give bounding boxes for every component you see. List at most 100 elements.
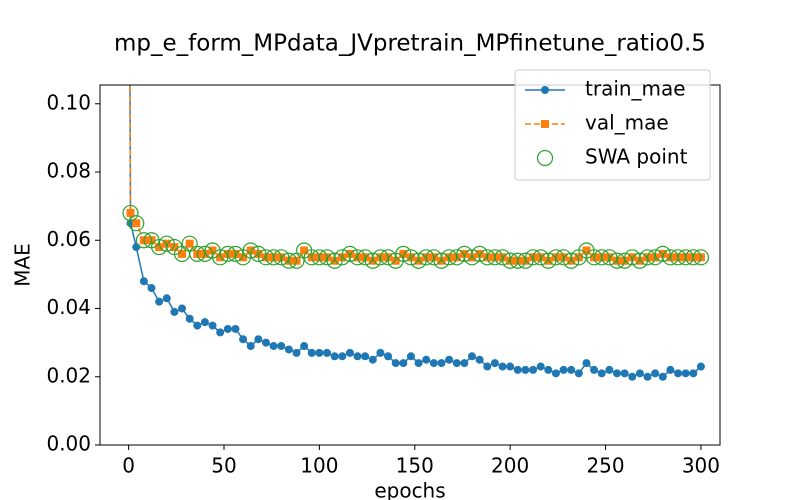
data-point bbox=[685, 249, 702, 266]
data-point bbox=[441, 249, 458, 266]
data-point bbox=[692, 249, 710, 266]
data-point bbox=[681, 369, 690, 378]
y-tick-label: 0.10 bbox=[46, 90, 91, 114]
data-point bbox=[178, 304, 187, 313]
data-point bbox=[185, 239, 194, 248]
data-point bbox=[635, 256, 644, 265]
legend-label: val_mae bbox=[585, 111, 669, 135]
data-point bbox=[524, 249, 542, 266]
y-tick-label: 0.00 bbox=[46, 432, 91, 456]
data-point bbox=[506, 362, 515, 371]
data-point bbox=[494, 249, 511, 266]
x-tick-label: 150 bbox=[396, 454, 434, 478]
y-tick-label: 0.06 bbox=[46, 227, 91, 251]
data-point bbox=[227, 245, 244, 263]
data-point bbox=[460, 359, 469, 368]
data-point bbox=[223, 324, 232, 333]
data-point bbox=[471, 245, 488, 263]
x-tick-label: 50 bbox=[211, 454, 236, 478]
data-point bbox=[353, 352, 362, 361]
data-point bbox=[379, 249, 397, 266]
data-point bbox=[315, 348, 324, 357]
data-point bbox=[547, 249, 565, 266]
data-point bbox=[162, 239, 171, 248]
data-point bbox=[185, 314, 194, 323]
data-point bbox=[178, 249, 187, 258]
data-point bbox=[338, 352, 347, 361]
data-point bbox=[196, 245, 214, 263]
data-point bbox=[582, 359, 591, 368]
data-point bbox=[643, 372, 652, 381]
legend-label: SWA point bbox=[585, 145, 688, 169]
data-point bbox=[162, 294, 171, 303]
data-point bbox=[372, 249, 389, 266]
data-point bbox=[422, 355, 431, 364]
y-axis-label: MAE bbox=[11, 243, 35, 287]
data-point bbox=[326, 252, 343, 269]
data-point bbox=[219, 245, 236, 263]
data-point bbox=[345, 348, 354, 357]
data-point bbox=[620, 369, 629, 378]
y-tick-label: 0.08 bbox=[46, 159, 91, 183]
data-point bbox=[246, 246, 255, 255]
data-point bbox=[567, 365, 576, 374]
data-point bbox=[601, 249, 618, 266]
data-point bbox=[460, 249, 469, 258]
data-point bbox=[513, 365, 522, 374]
data-point bbox=[651, 369, 660, 378]
data-point bbox=[250, 245, 267, 263]
data-point bbox=[341, 245, 359, 263]
data-point bbox=[239, 253, 248, 262]
data-point bbox=[292, 348, 301, 357]
data-point bbox=[658, 249, 667, 258]
data-point bbox=[128, 215, 145, 232]
data-point bbox=[399, 359, 408, 368]
data-point bbox=[391, 256, 400, 265]
data-point bbox=[132, 243, 141, 252]
data-point bbox=[216, 328, 225, 337]
data-point bbox=[391, 359, 400, 368]
data-point bbox=[273, 249, 290, 266]
data-point bbox=[574, 369, 583, 378]
data-point bbox=[666, 365, 675, 374]
data-point bbox=[433, 252, 450, 269]
data-point bbox=[437, 359, 446, 368]
legend: train_mae val_mae SWA point bbox=[514, 69, 711, 181]
data-point bbox=[452, 359, 461, 368]
data-point bbox=[674, 369, 683, 378]
axes-frame bbox=[99, 84, 721, 446]
data-point bbox=[284, 345, 293, 354]
data-point bbox=[689, 369, 698, 378]
x-axis-label: epochs bbox=[374, 479, 445, 500]
data-point bbox=[605, 365, 614, 374]
data-point bbox=[300, 246, 309, 255]
data-point bbox=[410, 252, 427, 269]
x-tick-label: 250 bbox=[586, 454, 624, 478]
data-point bbox=[612, 369, 621, 378]
data-point bbox=[132, 219, 141, 228]
data-point bbox=[311, 249, 328, 266]
data-point bbox=[349, 249, 366, 266]
data-point bbox=[181, 235, 198, 252]
data-point bbox=[521, 365, 530, 374]
data-point bbox=[200, 318, 209, 327]
data-point bbox=[280, 252, 297, 269]
data-point bbox=[490, 359, 499, 368]
data-point bbox=[517, 252, 534, 269]
data-point bbox=[540, 252, 557, 269]
data-point bbox=[307, 348, 316, 357]
data-point bbox=[658, 372, 667, 381]
data-point bbox=[399, 249, 408, 258]
chart-title: mp_e_form_MPdata_JVpretrain_MPfinetune_r… bbox=[114, 31, 706, 57]
data-point bbox=[468, 253, 476, 262]
data-point bbox=[338, 253, 347, 262]
data-point bbox=[300, 342, 309, 351]
data-point bbox=[696, 362, 705, 371]
data-point bbox=[483, 362, 492, 371]
data-point bbox=[330, 256, 339, 265]
data-point bbox=[597, 369, 606, 378]
legend-box bbox=[514, 69, 711, 181]
legend-label: train_mae bbox=[585, 77, 686, 101]
data-point bbox=[418, 249, 435, 266]
